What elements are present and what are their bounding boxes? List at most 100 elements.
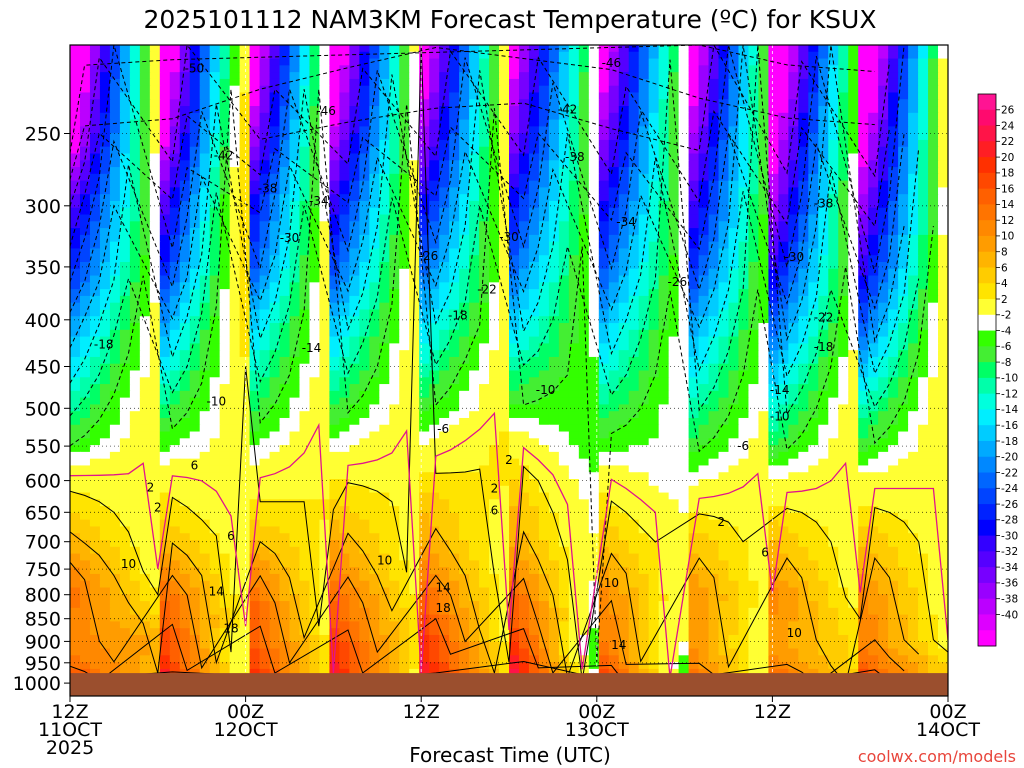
field-cell bbox=[538, 65, 550, 73]
field-cell bbox=[279, 126, 291, 134]
field-cell bbox=[429, 51, 440, 60]
field-cell bbox=[189, 343, 201, 351]
field-cell bbox=[748, 316, 760, 324]
field-cell bbox=[918, 45, 929, 53]
field-cell bbox=[818, 255, 829, 263]
field-cell bbox=[169, 289, 181, 297]
field-cell bbox=[548, 180, 560, 189]
field-cell bbox=[618, 329, 630, 338]
field-cell bbox=[429, 309, 440, 317]
field-cell bbox=[628, 363, 640, 372]
field-cell bbox=[219, 268, 231, 277]
field-cell bbox=[289, 119, 301, 127]
field-cell bbox=[578, 180, 590, 189]
field-cell bbox=[479, 187, 490, 195]
field-cell bbox=[399, 309, 410, 317]
field-cell bbox=[748, 275, 760, 283]
field-cell bbox=[878, 343, 889, 351]
field-cell bbox=[169, 268, 181, 277]
field-cell bbox=[89, 126, 101, 134]
field-cell bbox=[109, 295, 121, 304]
field-cell bbox=[379, 72, 390, 80]
field-cell bbox=[349, 160, 360, 168]
field-cell bbox=[828, 350, 839, 358]
field-cell bbox=[688, 309, 700, 317]
field-cell bbox=[439, 275, 450, 283]
field-cell bbox=[888, 180, 899, 189]
field-cell bbox=[419, 187, 430, 195]
field-cell bbox=[928, 295, 939, 304]
field-cell bbox=[688, 173, 700, 182]
field-cell bbox=[239, 336, 251, 344]
field-cell bbox=[189, 72, 201, 80]
field-cell bbox=[918, 72, 929, 80]
field-cell bbox=[119, 316, 131, 324]
field-cell bbox=[668, 417, 680, 426]
field-cell bbox=[499, 194, 510, 202]
field-cell bbox=[768, 180, 779, 189]
field-cell bbox=[788, 411, 799, 419]
field-cell bbox=[798, 99, 809, 107]
field-cell bbox=[518, 356, 530, 365]
field-cell bbox=[79, 180, 91, 189]
field-cell bbox=[499, 167, 510, 175]
field-cell bbox=[708, 343, 720, 351]
field-cell bbox=[389, 106, 400, 114]
field-cell bbox=[748, 45, 760, 53]
field-cell bbox=[429, 65, 440, 73]
field-cell bbox=[469, 329, 480, 338]
field-cell bbox=[778, 112, 789, 121]
field-cell bbox=[349, 112, 360, 121]
field-cell bbox=[339, 241, 350, 250]
field-cell bbox=[149, 417, 161, 426]
field-cell bbox=[678, 343, 690, 351]
field-cell bbox=[918, 126, 929, 134]
field-cell bbox=[179, 106, 191, 114]
field-cell bbox=[189, 167, 201, 175]
field-cell bbox=[858, 390, 869, 399]
field-cell bbox=[798, 302, 809, 311]
field-cell bbox=[389, 255, 400, 263]
field-cell bbox=[129, 356, 141, 365]
field-cell bbox=[928, 309, 939, 317]
field-cell bbox=[618, 58, 630, 66]
field-cell bbox=[688, 275, 700, 283]
field-cell bbox=[329, 146, 340, 155]
field-cell bbox=[229, 343, 241, 351]
field-cell bbox=[908, 194, 919, 202]
field-cell bbox=[439, 295, 450, 304]
field-cell bbox=[229, 180, 241, 189]
field-cell bbox=[159, 302, 171, 311]
field-cell bbox=[79, 112, 91, 121]
field-cell bbox=[558, 187, 570, 195]
field-cell bbox=[359, 329, 370, 338]
field-cell bbox=[868, 411, 879, 419]
field-cell bbox=[568, 384, 580, 392]
field-cell bbox=[79, 51, 91, 60]
field-cell bbox=[469, 289, 480, 297]
field-cell bbox=[359, 51, 370, 60]
field-cell bbox=[269, 85, 281, 94]
field-cell bbox=[489, 309, 500, 317]
field-cell bbox=[608, 377, 620, 385]
field-cell bbox=[658, 160, 670, 168]
field-cell bbox=[99, 343, 111, 351]
field-cell bbox=[319, 112, 331, 121]
field-cell bbox=[89, 51, 101, 60]
field-cell bbox=[469, 295, 480, 304]
field-cell bbox=[479, 234, 490, 243]
field-cell bbox=[269, 282, 281, 290]
field-cell bbox=[818, 51, 829, 60]
field-cell bbox=[159, 411, 171, 419]
field-cell bbox=[189, 356, 201, 365]
field-cell bbox=[189, 180, 201, 189]
field-cell bbox=[339, 316, 350, 324]
field-cell bbox=[139, 194, 151, 202]
field-cell bbox=[359, 106, 370, 114]
field-cell bbox=[129, 65, 141, 73]
field-cell bbox=[638, 417, 650, 426]
field-cell bbox=[229, 384, 241, 392]
field-cell bbox=[878, 329, 889, 338]
field-cell bbox=[459, 370, 470, 378]
field-cell bbox=[528, 282, 540, 290]
